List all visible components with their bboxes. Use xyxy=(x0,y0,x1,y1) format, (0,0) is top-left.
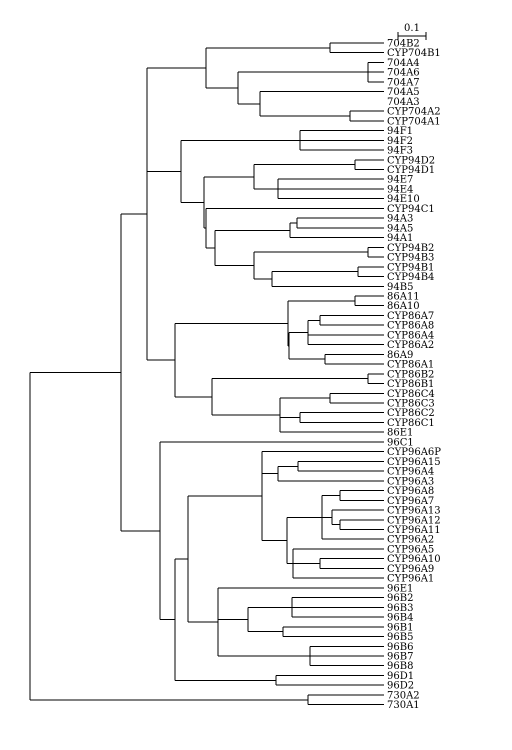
leaf-label: 96B6 xyxy=(387,642,413,653)
leaf-label: CYP86C4 xyxy=(387,389,435,400)
leaf-label: 94A1 xyxy=(387,233,413,244)
leaf-label: 96D2 xyxy=(387,681,414,692)
leaf-label: CYP86A8 xyxy=(387,321,434,332)
leaf-label: CYP94B3 xyxy=(387,253,434,264)
leaf-label: 94E10 xyxy=(387,194,420,205)
leaf-label: 94E4 xyxy=(387,184,413,195)
leaf-label: CYP96A11 xyxy=(387,525,441,536)
leaf-label: 96B5 xyxy=(387,632,413,643)
leaf-label: CYP86B1 xyxy=(387,379,434,390)
leaf-label: CYP86B2 xyxy=(387,369,434,380)
leaf-label: 730A2 xyxy=(387,690,420,701)
leaf-label: 94F3 xyxy=(387,146,413,157)
leaf-label: 94F2 xyxy=(387,136,413,147)
leaf-label: 704A6 xyxy=(387,68,420,79)
leaf-label: 96B7 xyxy=(387,651,413,662)
leaf-label: CYP96A3 xyxy=(387,476,434,487)
leaf-label: 704A3 xyxy=(387,97,420,108)
leaf-label: 86A9 xyxy=(387,350,413,361)
leaf-label: CYP96A7 xyxy=(387,496,434,507)
leaf-label: 704A5 xyxy=(387,87,420,98)
leaf-label: CYP96A10 xyxy=(387,554,441,565)
scale-bar-label: 0.1 xyxy=(404,23,420,34)
tree-branches xyxy=(29,42,384,706)
leaf-label: CYP86C3 xyxy=(387,399,435,410)
leaf-labels: 704B2CYP704B1704A4704A6704A7704A5704A3CY… xyxy=(387,39,441,712)
leaf-label: 704A4 xyxy=(387,58,420,69)
leaf-label: CYP86C2 xyxy=(387,408,435,419)
leaf-label: CYP704A2 xyxy=(387,107,441,118)
leaf-label: CYP704B1 xyxy=(387,48,441,59)
leaf-label: CYP96A2 xyxy=(387,535,434,546)
leaf-label: 86A11 xyxy=(387,291,420,302)
leaf-label: CYP86A1 xyxy=(387,360,434,371)
leaf-label: 94A5 xyxy=(387,223,413,234)
leaf-label: CYP94B2 xyxy=(387,243,434,254)
leaf-label: CYP96A8 xyxy=(387,486,434,497)
leaf-label: 704A7 xyxy=(387,77,420,88)
leaf-label: 94A3 xyxy=(387,214,413,225)
leaf-label: 86E1 xyxy=(387,428,413,439)
leaf-label: CYP94B1 xyxy=(387,262,434,273)
leaf-label: 96B3 xyxy=(387,603,413,614)
leaf-label: CYP96A6P xyxy=(387,447,441,458)
leaf-label: 94B5 xyxy=(387,282,413,293)
leaf-label: 96D1 xyxy=(387,671,414,682)
leaf-label: 96B4 xyxy=(387,613,413,624)
leaf-label: CYP96A9 xyxy=(387,564,434,575)
scale-bar: 0.1 xyxy=(397,23,427,40)
leaf-label: CYP86A7 xyxy=(387,311,434,322)
leaf-label: 96B8 xyxy=(387,661,413,672)
leaf-label: 94E7 xyxy=(387,175,413,186)
leaf-label: CYP86C1 xyxy=(387,418,435,429)
leaf-label: 94F1 xyxy=(387,126,413,137)
leaf-label: 730A1 xyxy=(387,700,420,711)
leaf-label: CYP96A5 xyxy=(387,544,434,555)
leaf-label: CYP96A15 xyxy=(387,457,441,468)
leaf-label: CYP96A13 xyxy=(387,506,441,517)
leaf-label: 86A10 xyxy=(387,301,420,312)
leaf-label: CYP94D2 xyxy=(387,155,435,166)
leaf-label: CYP96A1 xyxy=(387,574,434,585)
leaf-label: CYP86A4 xyxy=(387,330,434,341)
leaf-label: 96B2 xyxy=(387,593,413,604)
leaf-label: 96B1 xyxy=(387,622,413,633)
leaf-label: CYP704A1 xyxy=(387,116,441,127)
leaf-label: CYP94D1 xyxy=(387,165,435,176)
leaf-label: CYP86A2 xyxy=(387,340,434,351)
leaf-label: 96C1 xyxy=(387,437,414,448)
leaf-label: 704B2 xyxy=(387,39,420,50)
leaf-label: CYP94C1 xyxy=(387,204,435,215)
leaf-label: CYP94B4 xyxy=(387,272,434,283)
leaf-label: CYP96A4 xyxy=(387,467,434,478)
leaf-label: CYP96A12 xyxy=(387,515,441,526)
leaf-label: 96E1 xyxy=(387,583,413,594)
